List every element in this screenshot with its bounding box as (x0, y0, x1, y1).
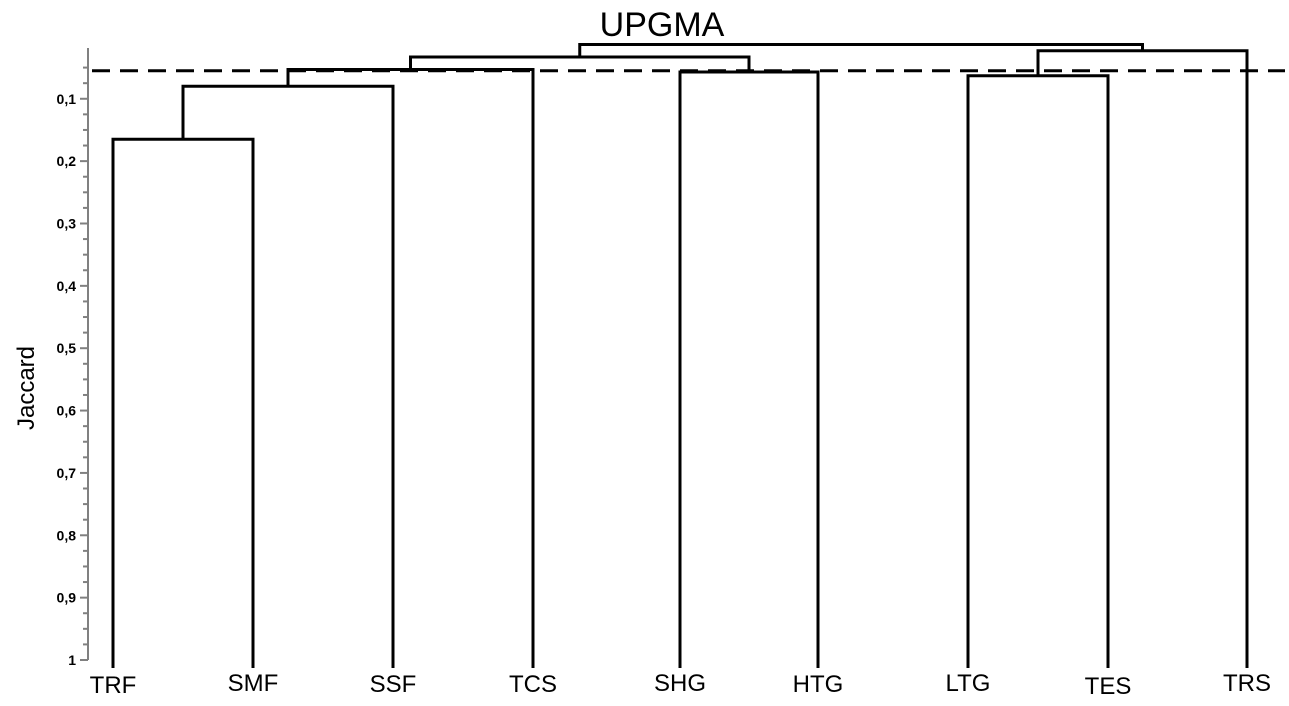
y-tick-label: 1 (68, 652, 76, 668)
merge-branch-7 (1036, 49, 1249, 668)
leaf-label-htg: HTG (793, 671, 844, 698)
y-tick-label: 0,3 (57, 215, 77, 231)
merge-branch-1 (111, 137, 255, 668)
y-tick-label: 0,2 (57, 153, 77, 169)
y-axis: 0,1 0,2 0,3 0,4 0,5 0,6 0,7 0,8 0,9 1 (57, 48, 89, 668)
leaf-label-ssf: SSF (370, 671, 417, 698)
y-tick-label: 0,9 (57, 590, 77, 606)
y-tick-label: 0,7 (57, 465, 77, 481)
merge-branch-2 (181, 84, 395, 668)
y-tick-label: 0,5 (57, 340, 77, 356)
y-tick-label: 0,4 (57, 278, 77, 294)
merge-branch-6 (966, 74, 1110, 668)
leaf-labels: TRF SMF SSF TCS SHG HTG LTG TES TRS (90, 670, 1271, 700)
y-tick-label: 0,6 (57, 403, 77, 419)
leaf-label-shg: SHG (654, 670, 706, 697)
merge-branch-3 (286, 67, 535, 668)
y-axis-label: Jaccard (13, 346, 40, 430)
leaf-label-trs: TRS (1223, 670, 1271, 697)
leaf-label-tes: TES (1085, 673, 1132, 700)
dendrogram-branches (111, 43, 1249, 668)
leaf-label-trf: TRF (90, 672, 137, 699)
leaf-label-smf: SMF (228, 670, 279, 697)
merge-branch-8 (578, 43, 1144, 57)
merge-branch-4 (678, 70, 820, 668)
leaf-label-tcs: TCS (509, 671, 557, 698)
chart-title: UPGMA (600, 6, 725, 44)
leaf-label-ltg: LTG (946, 670, 991, 697)
y-tick-label: 0,8 (57, 527, 77, 543)
y-tick-label: 0,1 (57, 91, 77, 107)
